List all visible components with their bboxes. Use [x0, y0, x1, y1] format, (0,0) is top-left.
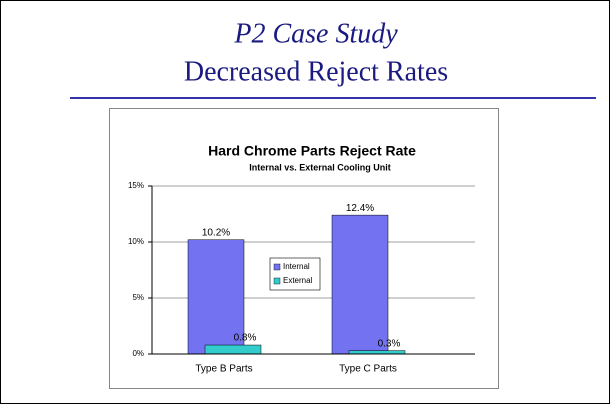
bar	[204, 344, 262, 355]
legend-box	[269, 257, 321, 291]
x-tick-label: Type B Parts	[195, 364, 252, 375]
slide-title: P2 Case Study	[233, 18, 398, 49]
legend-swatch	[273, 277, 281, 285]
value-label: 0.8%	[234, 333, 257, 344]
chart-frame	[109, 108, 499, 389]
legend-label: External	[283, 276, 313, 285]
y-tick-label: 0%	[132, 349, 144, 358]
value-label: 10.2%	[202, 227, 230, 238]
chart-subtitle: Internal vs. External Cooling Unit	[249, 162, 391, 172]
y-tick-label: 5%	[132, 293, 144, 302]
bar	[348, 350, 406, 355]
value-label: 0.3%	[378, 338, 401, 349]
legend-label: Internal	[283, 262, 310, 271]
y-tick-label: 15%	[128, 181, 144, 190]
slide-subtitle: Decreased Reject Rates	[184, 56, 448, 87]
y-tick-label: 10%	[128, 237, 144, 246]
value-label: 12.4%	[346, 203, 374, 214]
chart-title: Hard Chrome Parts Reject Rate	[208, 143, 416, 159]
bar	[331, 214, 389, 355]
x-tick-label: Type C Parts	[339, 364, 397, 375]
legend-swatch	[273, 263, 281, 271]
